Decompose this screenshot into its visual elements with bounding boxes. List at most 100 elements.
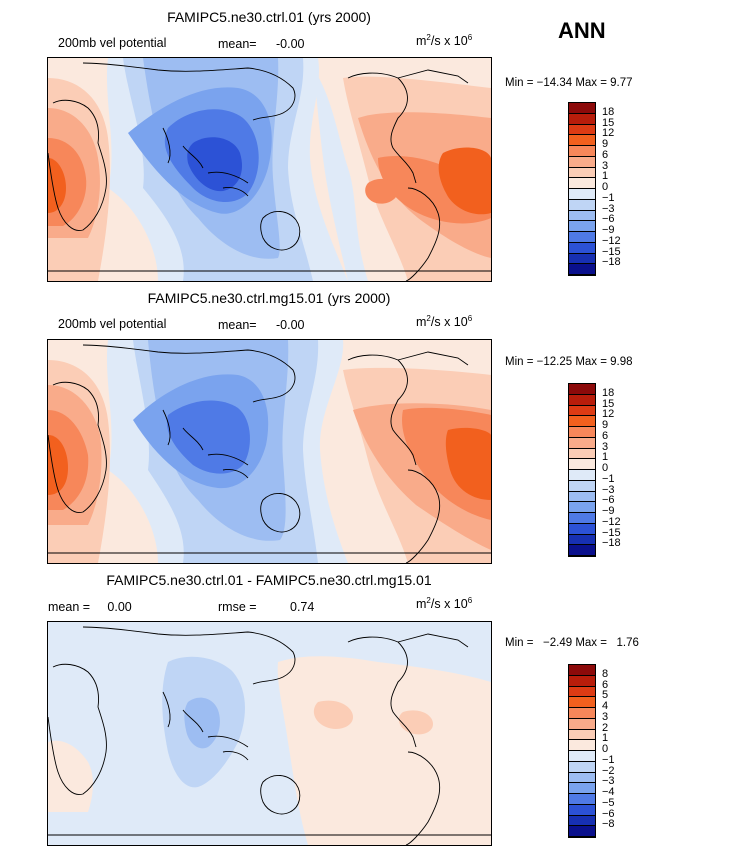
colorbar-swatch <box>569 459 595 470</box>
colorbar-swatch <box>569 729 595 741</box>
panel-1-variable-label: 200mb vel potential <box>58 36 167 50</box>
colorbar-tick-label: 9 <box>602 419 609 431</box>
colorbar-swatch <box>569 513 595 524</box>
colorbar-swatch <box>569 761 595 773</box>
panel-3-units: m2/s x 106 <box>416 596 473 612</box>
colorbar-swatch <box>569 156 595 168</box>
colorbar-swatch <box>569 523 595 535</box>
panel-3-colorbar-swatches <box>568 664 596 838</box>
colorbar-swatch <box>569 394 595 406</box>
colorbar-tick-label: −15 <box>602 245 621 258</box>
panel-3-colorbar: 8 6 5 4 3 2 1 0 −1 −2 −3 −4 −5 −6 −8 <box>568 664 615 838</box>
colorbar-swatch <box>569 232 595 243</box>
colorbar-swatch <box>569 697 595 708</box>
colorbar-swatch <box>569 135 595 146</box>
colorbar-tick-label: 2 <box>602 721 609 734</box>
colorbar-tick-label: −5 <box>602 796 615 809</box>
season-label: ANN <box>558 18 606 43</box>
colorbar-tick-label: 12 <box>602 127 615 140</box>
panel-1-units: m2/s x 106 <box>416 33 473 49</box>
colorbar-tick-label: −9 <box>602 224 615 236</box>
panel-2-colorbar: 18 15 12 9 6 3 1 0 −1 −3 −6 −9 −12 −15 −18 <box>568 383 621 557</box>
colorbar-tick-label: 0 <box>602 743 609 755</box>
colorbar-tick-label: 6 <box>602 678 609 691</box>
panel-2-units: m2/s x 106 <box>416 314 473 330</box>
colorbar-swatch <box>569 199 595 211</box>
colorbar-swatch <box>569 124 595 136</box>
panel-2-min-max: Min = −12.25 Max = 9.98 <box>505 356 633 368</box>
colorbar-tick-label: −4 <box>602 786 615 798</box>
colorbar-tick-label: 12 <box>602 408 615 421</box>
colorbar-tick-label: 6 <box>602 148 609 161</box>
colorbar-swatch <box>569 708 595 719</box>
colorbar-swatch <box>569 783 595 794</box>
colorbar-tick-label: 3 <box>602 710 609 723</box>
colorbar-tick-label: 18 <box>602 105 615 118</box>
colorbar-swatch <box>569 448 595 460</box>
colorbar-tick-label: −8 <box>602 818 615 831</box>
panel-1-title: FAMIPC5.ne30.ctrl.01 (yrs 2000) <box>167 9 371 25</box>
colorbar-tick-label: 8 <box>602 667 609 680</box>
colorbar-tick-label: 4 <box>602 700 609 712</box>
panel-3-rmse-key: rmse = <box>218 600 257 614</box>
colorbar-swatch <box>569 167 595 179</box>
panel-1-mean-value: -0.00 <box>276 37 305 51</box>
colorbar-tick-label: 1 <box>602 451 609 464</box>
colorbar-swatch <box>569 405 595 417</box>
colorbar-swatch <box>569 437 595 449</box>
colorbar-swatch <box>569 264 595 275</box>
colorbar-tick-label: −1 <box>602 472 615 485</box>
colorbar-swatch <box>569 253 595 265</box>
colorbar-swatch <box>569 665 595 676</box>
colorbar-tick-label: 1 <box>602 732 609 745</box>
colorbar-swatch <box>569 146 595 157</box>
colorbar-swatch <box>569 815 595 827</box>
colorbar-tick-label: −18 <box>602 537 621 550</box>
colorbar-swatch <box>569 804 595 816</box>
colorbar-tick-label: 6 <box>602 429 609 442</box>
colorbar-swatch <box>569 675 595 687</box>
colorbar-tick-label: 0 <box>602 181 609 193</box>
colorbar-swatch <box>569 178 595 189</box>
colorbar-swatch <box>569 210 595 222</box>
colorbar-swatch <box>569 242 595 254</box>
colorbar-tick-label: −9 <box>602 505 615 517</box>
colorbar-swatch <box>569 686 595 698</box>
colorbar-tick-label: −6 <box>602 213 615 226</box>
colorbar-swatch <box>569 427 595 438</box>
panel-2-mean-value: -0.00 <box>276 318 305 332</box>
colorbar-tick-label: −12 <box>602 515 621 528</box>
panel-3-title: FAMIPC5.ne30.ctrl.01 - FAMIPC5.ne30.ctrl… <box>106 572 432 588</box>
panel-1-colorbar-swatches <box>568 102 596 276</box>
colorbar-swatch <box>569 113 595 125</box>
colorbar-swatch <box>569 826 595 837</box>
panel-2-colorbar-swatches <box>568 383 596 557</box>
colorbar-tick-label: 5 <box>602 689 609 702</box>
colorbar-swatch <box>569 740 595 751</box>
colorbar-tick-label: −6 <box>602 807 615 820</box>
colorbar-tick-label: −3 <box>602 483 615 496</box>
colorbar-tick-label: −1 <box>602 753 615 766</box>
colorbar-tick-label: −1 <box>602 191 615 204</box>
colorbar-tick-label: −18 <box>602 256 621 269</box>
colorbar-swatch <box>569 794 595 805</box>
panel-1-colorbar: 18 15 12 9 6 3 1 0 −1 −3 −6 −9 −12 −15 −18 <box>568 102 621 276</box>
colorbar-tick-label: −3 <box>602 202 615 215</box>
panel-1-map <box>47 57 492 282</box>
colorbar-swatch <box>569 480 595 492</box>
colorbar-swatch <box>569 545 595 556</box>
colorbar-tick-label: 15 <box>602 116 615 129</box>
panel-2-map <box>47 339 492 564</box>
colorbar-swatch <box>569 534 595 546</box>
panel-2-mean-key: mean= <box>218 318 257 332</box>
colorbar-swatch <box>569 416 595 427</box>
panel-3-rmse-value: 0.74 <box>290 600 315 614</box>
colorbar-swatch <box>569 502 595 513</box>
colorbar-tick-label: 3 <box>602 440 609 453</box>
colorbar-tick-label: 3 <box>602 159 609 172</box>
colorbar-swatch <box>569 751 595 762</box>
colorbar-swatch <box>569 384 595 395</box>
colorbar-swatch <box>569 470 595 481</box>
panel-3-mean-label: mean = 0.00 <box>48 600 132 614</box>
colorbar-swatch <box>569 189 595 200</box>
